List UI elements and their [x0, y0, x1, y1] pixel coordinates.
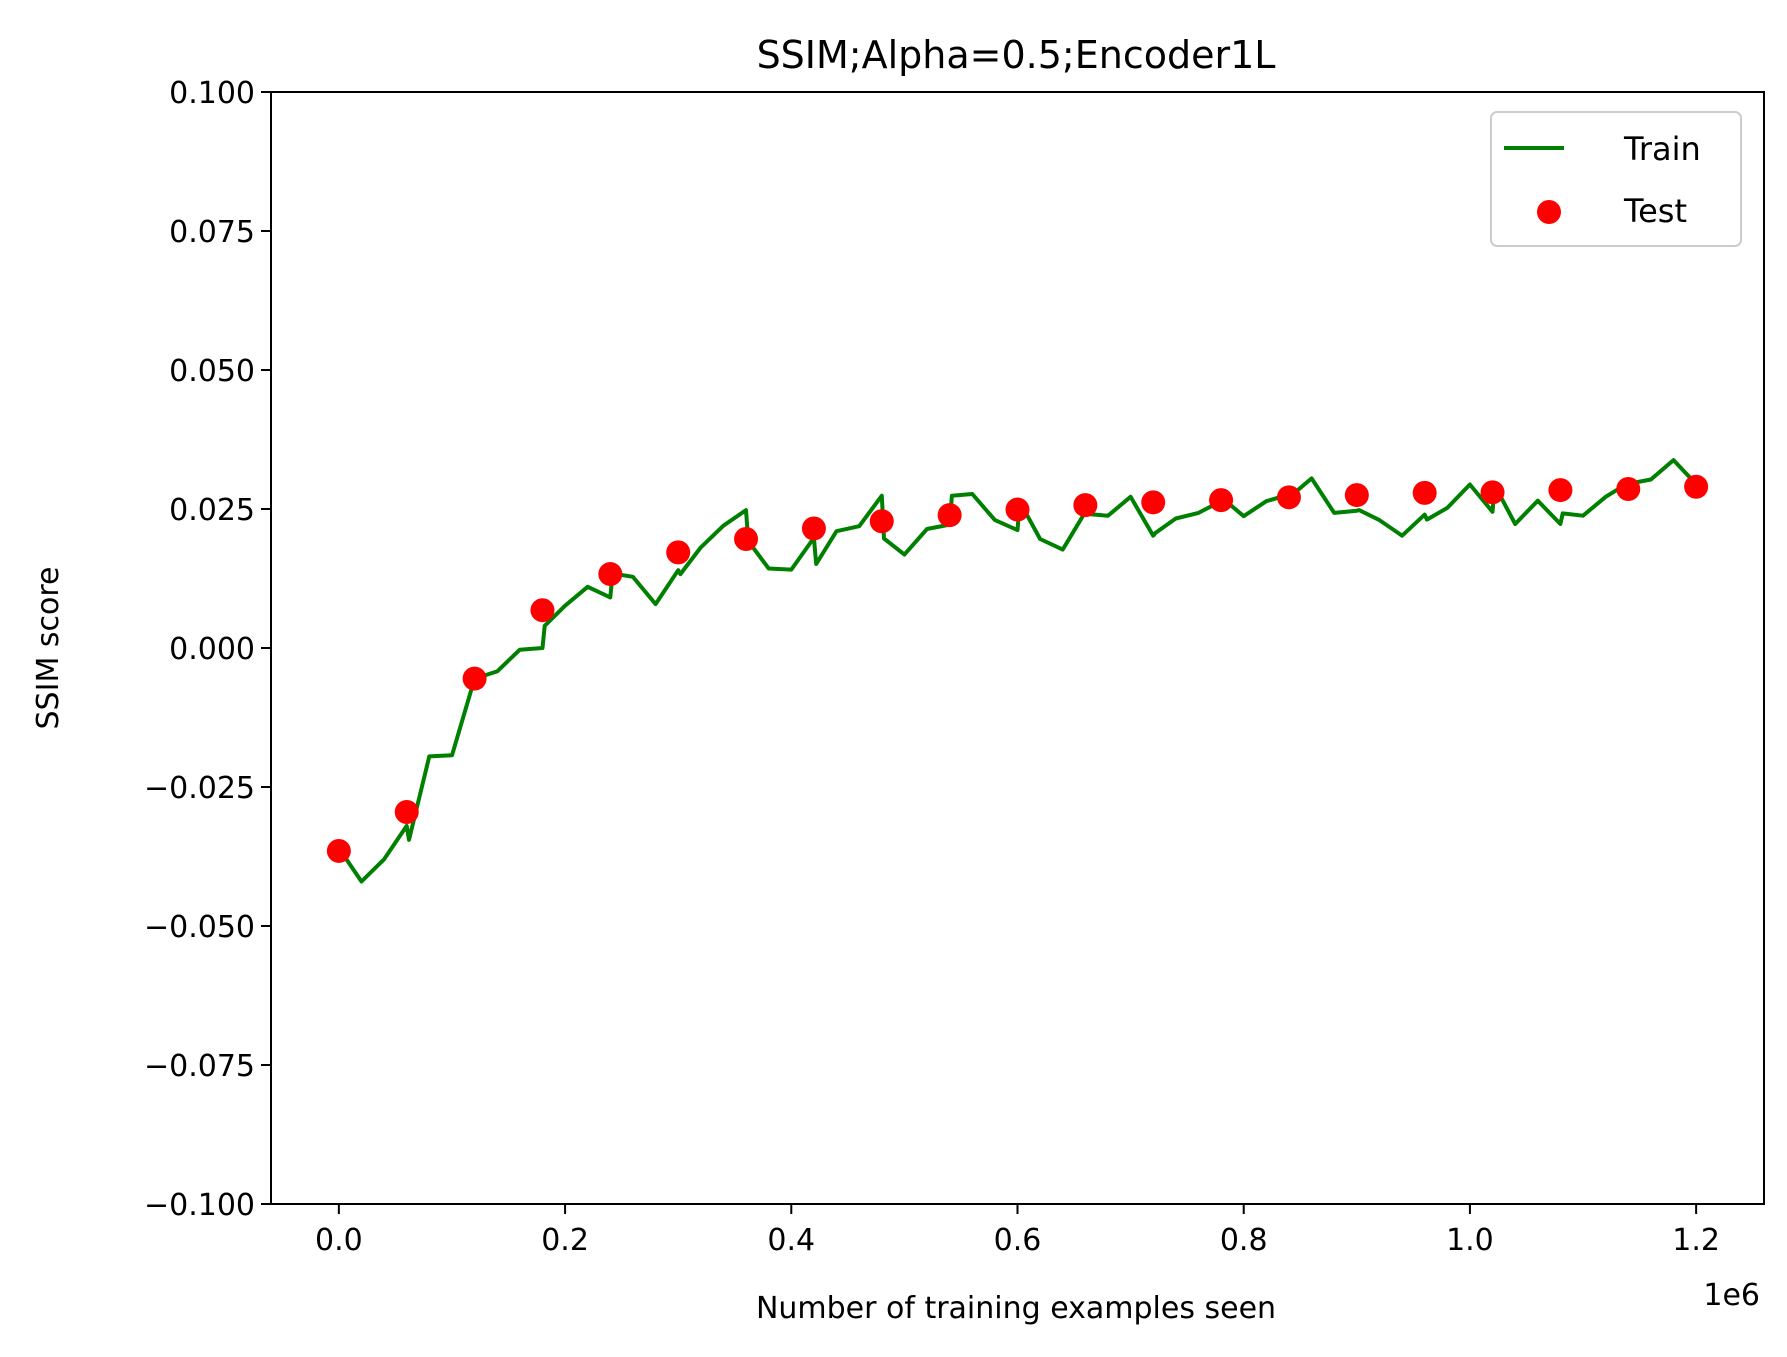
x-tick-label: 0.4 [767, 1223, 815, 1258]
x-tick-label: 0.0 [315, 1223, 363, 1258]
legend-test-swatch [1537, 200, 1561, 224]
legend: Train Test [1490, 111, 1742, 247]
test-series-points [326, 474, 1709, 863]
chart-title: SSIM;Alpha=0.5;Encoder1L [757, 33, 1276, 77]
test-point [1344, 483, 1369, 508]
y-tick-label: −0.075 [144, 1049, 255, 1084]
y-tick-label: −0.050 [144, 910, 255, 945]
legend-frame [1490, 111, 1742, 247]
x-tick-label: 0.8 [1220, 1223, 1268, 1258]
test-point [1073, 493, 1098, 518]
y-tick-label: 0.075 [169, 215, 255, 250]
x-axis-ticks: 0.0 0.2 0.4 0.6 0.8 1.0 1.2 [315, 1204, 1720, 1258]
test-point [530, 598, 555, 623]
test-point [1480, 480, 1505, 505]
y-tick-label: 0.100 [169, 76, 255, 111]
y-axis-ticks: −0.100 −0.075 −0.050 −0.025 0.000 0.025 0.050 0… [144, 76, 271, 1223]
x-tick-label: 0.2 [541, 1223, 589, 1258]
test-point [462, 666, 487, 691]
y-tick-label: 0.000 [169, 632, 255, 667]
test-point [937, 503, 962, 528]
test-point [326, 838, 351, 863]
x-tick-label: 0.6 [994, 1223, 1042, 1258]
test-point [1684, 474, 1709, 499]
test-point [734, 527, 759, 552]
x-axis-offset-label: 1e6 [1703, 1278, 1760, 1313]
test-point [1141, 490, 1166, 515]
test-point [1209, 488, 1234, 513]
legend-train-label: Train [1623, 130, 1701, 168]
test-point [1276, 485, 1301, 510]
y-tick-label: 0.050 [169, 354, 255, 389]
y-axis-label: SSIM score [31, 567, 66, 730]
test-point [801, 516, 826, 541]
y-tick-label: −0.025 [144, 771, 255, 806]
legend-test-label: Test [1623, 192, 1687, 230]
test-point [1412, 480, 1437, 505]
test-point [1548, 478, 1573, 503]
x-tick-label: 1.0 [1446, 1223, 1494, 1258]
test-point [1616, 476, 1641, 501]
plot-series [326, 458, 1709, 884]
y-tick-label: −0.100 [144, 1188, 255, 1223]
test-point [1005, 497, 1030, 522]
plot-area-frame [270, 91, 1765, 1205]
test-point [394, 800, 419, 825]
test-point [869, 509, 894, 534]
x-tick-label: 1.2 [1672, 1223, 1720, 1258]
x-axis-label: Number of training examples seen [756, 1291, 1276, 1326]
y-tick-label: 0.025 [169, 493, 255, 528]
test-point [598, 562, 623, 587]
test-point [666, 540, 691, 565]
